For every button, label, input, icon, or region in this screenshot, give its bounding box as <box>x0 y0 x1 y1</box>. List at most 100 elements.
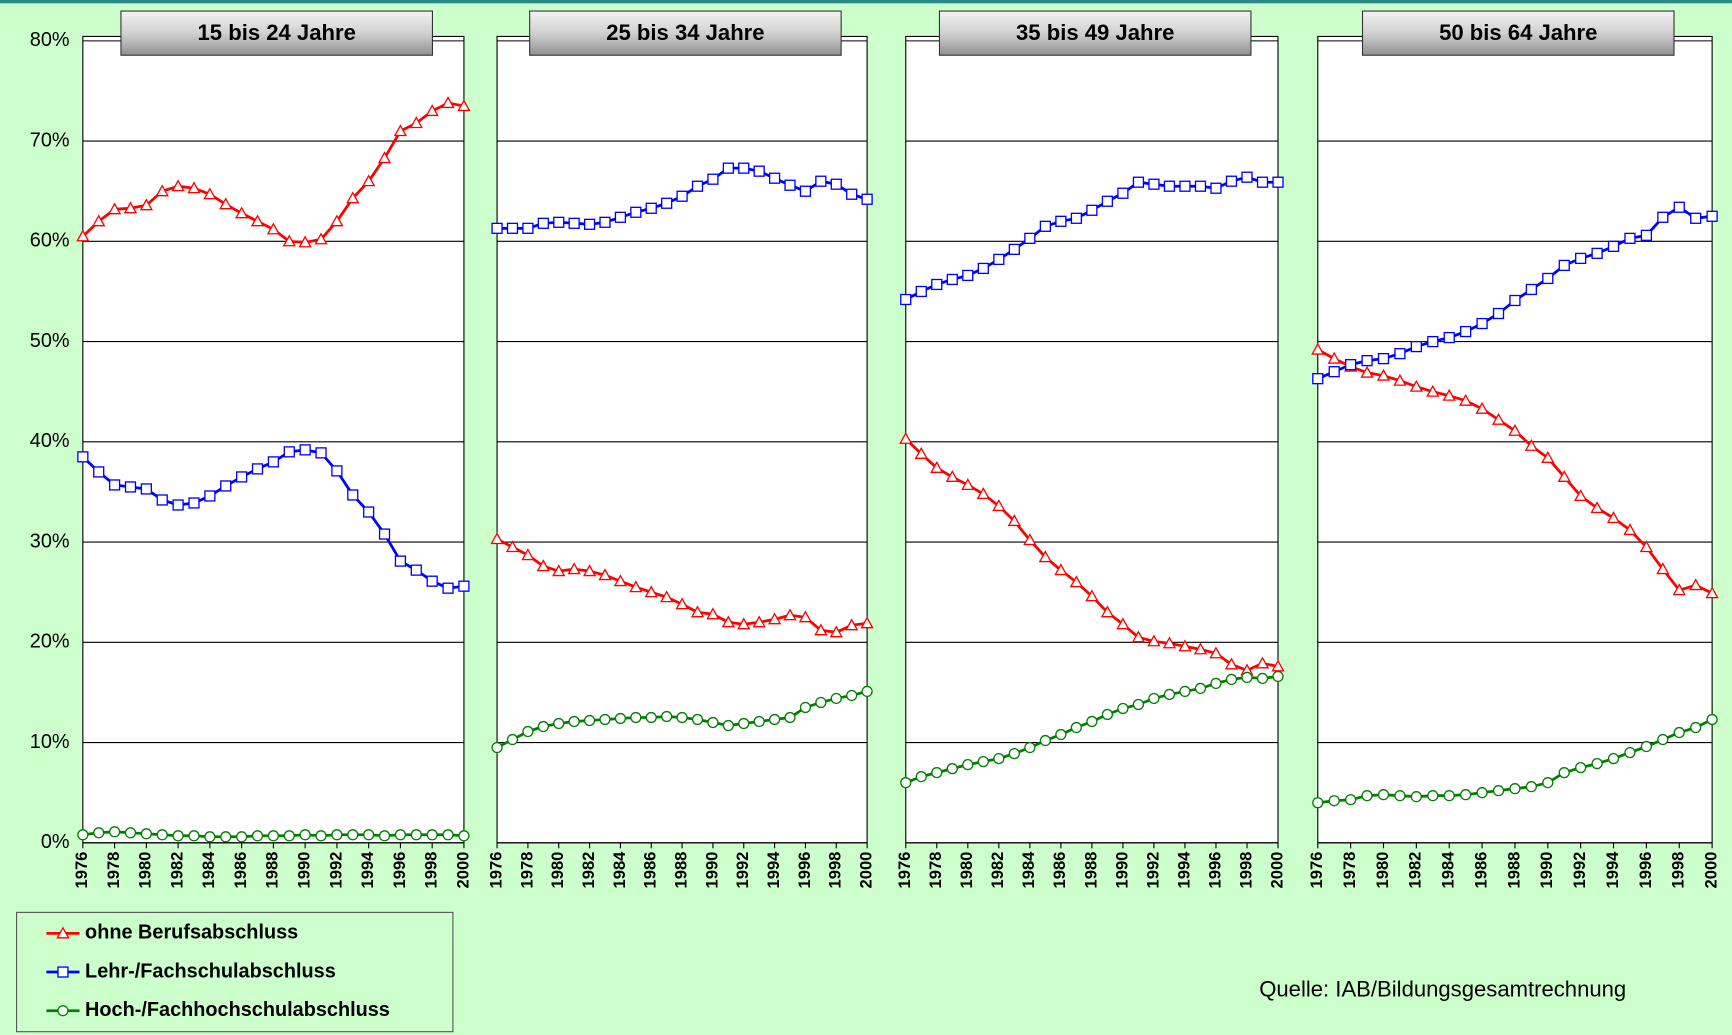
data-point <box>931 278 943 291</box>
data-point <box>92 214 106 227</box>
data-point <box>1525 283 1538 296</box>
data-point <box>1574 489 1588 502</box>
x-tick-label: 1976 <box>895 852 914 889</box>
data-point <box>1410 791 1422 803</box>
data-point <box>1640 229 1653 241</box>
data-point <box>1689 578 1703 591</box>
data-point <box>1117 702 1129 715</box>
data-point <box>552 564 566 577</box>
data-point <box>568 217 580 229</box>
data-point <box>331 829 343 841</box>
x-tick-label: 1992 <box>1570 852 1589 889</box>
data-point <box>394 829 407 841</box>
data-point <box>1069 575 1084 588</box>
data-point <box>1148 178 1160 190</box>
data-point <box>814 623 828 636</box>
panel-title-button <box>938 10 1252 56</box>
y-tick-label: 80% <box>30 29 70 51</box>
data-point <box>1194 180 1207 192</box>
data-point <box>393 124 408 137</box>
data-point <box>1132 176 1145 188</box>
data-point <box>537 720 549 733</box>
data-point <box>752 615 766 628</box>
data-point <box>1086 204 1098 216</box>
data-point <box>1210 182 1222 194</box>
data-point <box>1147 634 1161 647</box>
data-point <box>299 444 311 456</box>
data-point <box>1272 670 1284 683</box>
panel-title-button <box>1361 10 1675 56</box>
legend-box <box>16 911 454 1033</box>
data-point <box>378 830 391 842</box>
data-point <box>124 827 137 839</box>
data-point <box>737 617 751 630</box>
data-point <box>1117 187 1129 199</box>
data-point <box>203 187 217 200</box>
x-tick-label: 1994 <box>1603 851 1622 889</box>
data-point <box>1427 335 1439 348</box>
data-point <box>1590 501 1604 514</box>
data-point <box>282 234 296 247</box>
data-point <box>582 564 597 577</box>
data-point <box>1311 342 1325 355</box>
data-point <box>1225 175 1238 187</box>
data-point <box>1705 586 1719 599</box>
data-point <box>1509 294 1521 307</box>
x-tick-label: 1992 <box>733 852 752 889</box>
data-point <box>172 499 184 511</box>
data-point <box>846 188 858 200</box>
data-point <box>768 172 781 184</box>
y-tick-label: 20% <box>30 631 70 653</box>
data-point <box>1542 777 1554 789</box>
data-point <box>1272 176 1284 188</box>
data-point <box>1070 212 1083 224</box>
x-tick-label: 1982 <box>988 852 1007 889</box>
data-point <box>753 165 765 177</box>
data-point <box>1101 195 1114 207</box>
data-point <box>1131 630 1146 643</box>
data-point <box>1459 393 1473 406</box>
x-tick-label: 1990 <box>1112 852 1131 889</box>
data-point <box>1100 605 1115 618</box>
data-point <box>522 725 534 738</box>
data-point <box>108 479 121 491</box>
data-point <box>220 480 232 492</box>
x-tick-label: 1996 <box>1205 852 1224 889</box>
data-point <box>1673 201 1685 213</box>
data-point <box>1008 747 1020 760</box>
data-point <box>599 713 611 726</box>
data-point <box>1541 450 1555 463</box>
data-point <box>156 494 168 506</box>
data-point <box>1328 366 1340 378</box>
legend-marker <box>57 1005 69 1017</box>
data-point <box>900 293 912 306</box>
data-point <box>815 696 827 709</box>
data-point <box>830 178 842 190</box>
data-point <box>235 831 248 843</box>
data-point <box>1327 351 1341 364</box>
plot-area <box>1317 35 1713 844</box>
data-point <box>1491 412 1506 425</box>
data-point <box>1607 752 1620 765</box>
data-point <box>536 559 550 572</box>
legend-marker <box>56 926 70 939</box>
data-point <box>139 198 154 211</box>
data-point <box>76 229 90 242</box>
data-point <box>171 179 185 192</box>
data-point <box>613 574 628 587</box>
source: Quelle: IAB/Bildungsgesamtrechnung <box>1259 977 1626 1002</box>
x-tick-label: 1978 <box>104 852 123 889</box>
x-tick-label: 1984 <box>1019 851 1038 889</box>
data-point <box>645 202 657 214</box>
data-point <box>676 711 688 724</box>
data-point <box>1509 783 1521 795</box>
data-point <box>1460 789 1472 801</box>
data-point <box>235 471 248 483</box>
data-point <box>108 826 121 838</box>
data-point <box>1256 176 1269 188</box>
data-point <box>1209 646 1223 659</box>
x-tick-label: 1978 <box>517 852 536 889</box>
panel-title: 50 bis 64 Jahre <box>1439 20 1597 45</box>
x-tick-label: 1992 <box>326 852 345 889</box>
